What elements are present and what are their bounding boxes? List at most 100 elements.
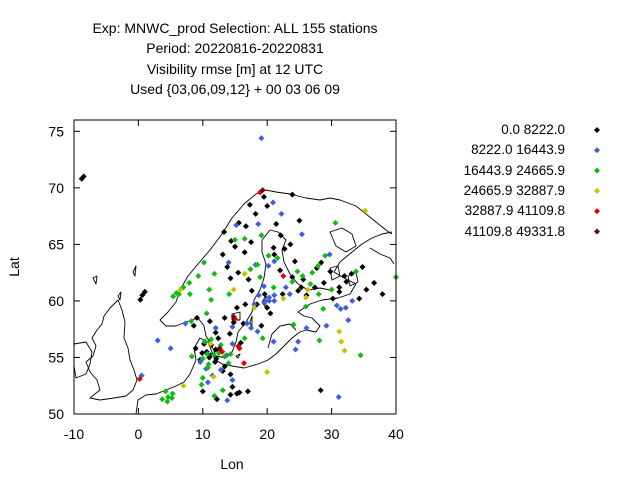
station-point bbox=[221, 228, 228, 235]
x-tick-label: 40 bbox=[388, 426, 404, 442]
station-point bbox=[296, 217, 303, 224]
station-point bbox=[255, 221, 262, 228]
y-axis-label: Lat bbox=[6, 257, 22, 277]
station-point bbox=[278, 210, 285, 217]
station-point bbox=[307, 280, 314, 287]
station-point bbox=[271, 297, 278, 304]
station-point bbox=[338, 338, 345, 345]
legend-marker bbox=[594, 147, 600, 154]
station-point bbox=[162, 388, 169, 395]
station-point bbox=[208, 336, 215, 343]
station-point bbox=[170, 293, 177, 300]
station-point bbox=[336, 328, 343, 335]
station-point bbox=[164, 398, 171, 405]
station-point bbox=[226, 291, 233, 298]
station-point bbox=[258, 232, 265, 239]
legend-entry: 8222.0 16443.9 bbox=[400, 142, 565, 158]
station-point bbox=[227, 371, 234, 378]
legend-label: 8222.0 16443.9 bbox=[471, 142, 565, 158]
station-point bbox=[265, 252, 272, 259]
station-point bbox=[287, 241, 294, 248]
station-point bbox=[335, 394, 342, 401]
station-point bbox=[221, 314, 228, 321]
plot-frame bbox=[73, 119, 397, 415]
station-point bbox=[341, 347, 348, 354]
station-point bbox=[363, 286, 370, 293]
station-point bbox=[186, 279, 193, 286]
station-point bbox=[302, 303, 309, 310]
station-point bbox=[329, 295, 336, 302]
station-point bbox=[359, 264, 366, 270]
station-point bbox=[219, 387, 226, 394]
station-point bbox=[286, 291, 293, 298]
station-point bbox=[336, 284, 343, 291]
station-point bbox=[379, 291, 386, 298]
station-point bbox=[245, 276, 252, 283]
station-point bbox=[204, 351, 211, 358]
station-point bbox=[241, 249, 248, 256]
x-axis-label: Lon bbox=[220, 456, 243, 472]
legend-label: 0.0 8222.0 bbox=[501, 122, 565, 137]
station-point bbox=[232, 243, 238, 250]
station-point bbox=[229, 383, 236, 390]
station-point bbox=[192, 345, 199, 352]
station-point bbox=[188, 318, 195, 325]
station-point bbox=[261, 291, 268, 298]
station-point bbox=[264, 202, 271, 209]
station-point bbox=[241, 235, 248, 242]
station-point bbox=[258, 322, 265, 329]
station-point bbox=[277, 232, 284, 239]
x-tick-label: 0 bbox=[135, 426, 143, 442]
y-tick-label: 70 bbox=[48, 180, 64, 196]
station-point bbox=[302, 294, 309, 301]
station-point bbox=[318, 259, 325, 266]
station-point bbox=[232, 236, 238, 243]
legend-entry: 0.0 8222.0 bbox=[400, 122, 565, 138]
station-point bbox=[270, 244, 277, 251]
station-point bbox=[264, 304, 271, 311]
station-point bbox=[248, 287, 255, 294]
station-point bbox=[224, 264, 231, 270]
station-point bbox=[206, 286, 213, 293]
station-point bbox=[247, 266, 254, 273]
station-point bbox=[199, 349, 206, 356]
station-point bbox=[224, 397, 231, 404]
station-point bbox=[244, 320, 251, 327]
station-point bbox=[349, 297, 356, 304]
station-point bbox=[241, 335, 248, 342]
station-point bbox=[320, 305, 327, 312]
station-point bbox=[229, 340, 236, 347]
station-point bbox=[251, 301, 258, 308]
station-point bbox=[221, 353, 228, 360]
station-point bbox=[177, 286, 184, 293]
station-point bbox=[261, 299, 268, 306]
legend-label: 24665.9 32887.9 bbox=[463, 182, 565, 198]
station-point bbox=[271, 292, 278, 299]
station-point bbox=[332, 219, 339, 226]
station-point bbox=[303, 325, 310, 332]
legend-marker bbox=[594, 228, 600, 235]
station-point bbox=[264, 369, 271, 376]
station-point bbox=[289, 278, 296, 285]
station-point bbox=[269, 199, 276, 206]
station-point bbox=[336, 288, 343, 295]
legend-entry: 32887.9 41109.8 bbox=[400, 203, 565, 219]
station-point bbox=[141, 288, 148, 295]
station-point bbox=[320, 279, 327, 286]
station-point bbox=[227, 391, 234, 398]
station-point bbox=[190, 322, 197, 329]
station-point bbox=[201, 259, 208, 266]
station-point bbox=[236, 389, 243, 396]
station-point bbox=[327, 268, 334, 275]
x-tick-label: 30 bbox=[324, 426, 340, 442]
station-point bbox=[342, 304, 349, 311]
station-point bbox=[337, 305, 344, 312]
station-point bbox=[348, 270, 355, 277]
station-point bbox=[229, 377, 236, 384]
station-point bbox=[328, 286, 335, 293]
station-point bbox=[248, 239, 255, 246]
station-point bbox=[270, 338, 277, 345]
station-point bbox=[229, 323, 236, 330]
station-point bbox=[241, 270, 248, 277]
station-point bbox=[265, 262, 272, 269]
